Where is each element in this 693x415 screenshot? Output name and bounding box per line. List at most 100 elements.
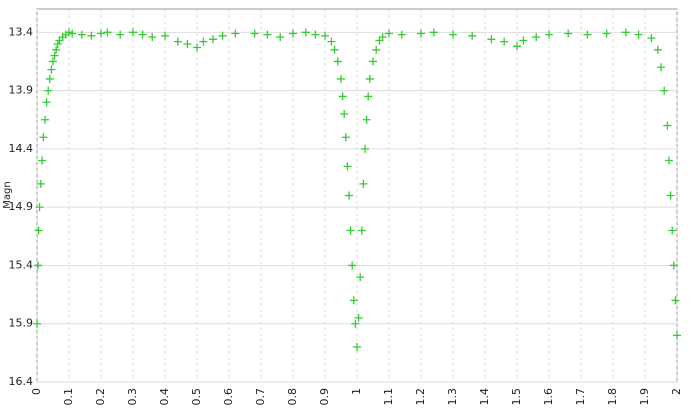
- point: [653, 45, 662, 54]
- point: [148, 32, 157, 41]
- point: [44, 86, 53, 95]
- y-tick-label: 14.9: [9, 200, 34, 213]
- point: [372, 45, 381, 54]
- x-tick-label: 1.1: [382, 388, 395, 406]
- x-tick-label: 0.7: [254, 388, 267, 406]
- point: [397, 30, 406, 39]
- point: [52, 45, 61, 54]
- point: [337, 74, 345, 83]
- x-tick-label: 1.3: [446, 388, 459, 406]
- point: [289, 29, 297, 38]
- x-tick-label: 1.6: [542, 388, 555, 406]
- point: [218, 31, 227, 40]
- point: [301, 28, 310, 37]
- x-tick-label: 0.8: [286, 388, 299, 406]
- point: [231, 29, 240, 38]
- point: [519, 36, 528, 45]
- point: [33, 261, 42, 270]
- point: [349, 296, 358, 305]
- point: [87, 31, 96, 40]
- x-tick-label: 0: [30, 388, 43, 395]
- point: [361, 144, 369, 153]
- point: [116, 30, 125, 39]
- x-tick-label: 1.8: [606, 388, 619, 406]
- point: [429, 28, 438, 37]
- x-tick-label: 0.3: [126, 388, 139, 406]
- x-tick-label: 1: [350, 388, 363, 395]
- point: [311, 30, 320, 39]
- point: [250, 29, 259, 38]
- point: [583, 30, 592, 39]
- point: [39, 133, 48, 142]
- x-tick-label: 0.2: [94, 388, 107, 406]
- point: [417, 29, 425, 38]
- point: [657, 63, 665, 72]
- point: [468, 31, 477, 40]
- point: [199, 37, 208, 46]
- y-tick-label: 15.4: [9, 258, 34, 271]
- y-axis-label: Magn: [2, 181, 13, 208]
- point: [276, 32, 285, 41]
- point: [338, 92, 347, 101]
- point: [487, 35, 496, 44]
- point: [68, 29, 77, 38]
- point: [333, 57, 342, 66]
- point: [663, 121, 672, 130]
- x-tick-label: 0.5: [190, 388, 203, 406]
- point: [341, 133, 350, 142]
- point: [345, 191, 353, 200]
- y-tick-label: 13.4: [9, 25, 34, 38]
- x-tick-label: 1.7: [574, 388, 587, 406]
- point: [321, 31, 329, 40]
- point: [330, 45, 339, 54]
- point: [53, 39, 62, 48]
- point: [666, 191, 675, 200]
- point: [348, 261, 357, 270]
- point: [500, 37, 509, 46]
- point: [354, 313, 363, 322]
- point: [35, 203, 44, 212]
- point: [385, 29, 393, 38]
- point: [602, 29, 611, 38]
- point: [564, 29, 573, 38]
- y-tick-label: 13.9: [9, 84, 34, 97]
- point: [129, 28, 137, 37]
- point: [42, 98, 51, 107]
- point: [513, 42, 521, 51]
- point: [634, 30, 643, 39]
- point: [545, 30, 553, 39]
- x-tick-label: 2: [670, 388, 683, 395]
- point: [357, 226, 366, 235]
- point: [369, 57, 377, 66]
- point: [34, 226, 43, 235]
- point: [353, 343, 361, 352]
- point: [340, 109, 349, 118]
- point: [364, 92, 373, 101]
- x-tick-label: 1.4: [478, 388, 491, 406]
- point: [343, 162, 352, 171]
- y-tick-label: 14.4: [9, 142, 34, 155]
- point: [41, 115, 49, 124]
- y-tick-label: 15.9: [9, 317, 34, 330]
- point: [346, 226, 355, 235]
- point: [77, 30, 86, 39]
- x-tick-label: 0.9: [318, 388, 331, 406]
- point: [647, 34, 656, 43]
- point: [103, 28, 112, 37]
- point: [33, 319, 41, 328]
- point: [36, 179, 45, 188]
- point: [362, 115, 371, 124]
- point: [665, 156, 673, 165]
- point: [209, 35, 217, 44]
- point: [378, 32, 387, 41]
- y-tick-label: 16.4: [9, 375, 34, 388]
- point: [673, 331, 681, 340]
- point: [359, 179, 368, 188]
- point: [263, 30, 272, 39]
- point: [532, 32, 541, 41]
- point: [365, 74, 374, 83]
- point: [173, 37, 182, 46]
- point: [161, 31, 169, 40]
